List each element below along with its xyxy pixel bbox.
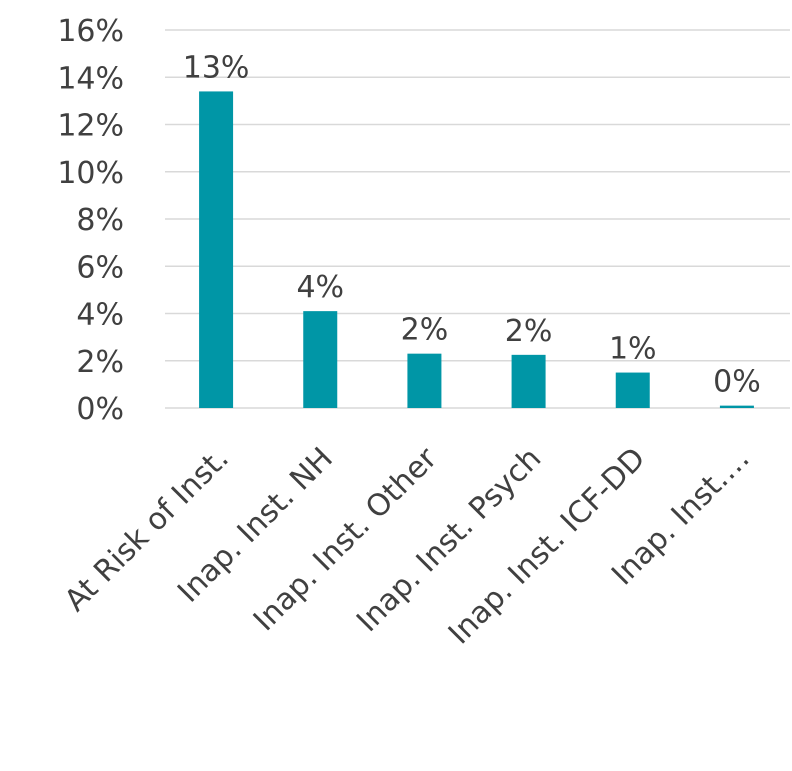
bar	[615, 372, 650, 408]
bar	[303, 311, 338, 408]
y-axis-ticks: 0% 2% 4% 6% 8% 10% 12% 14% 16%	[57, 14, 124, 427]
bar	[199, 91, 234, 409]
bar	[511, 354, 546, 408]
data-label: 4%	[296, 270, 344, 305]
data-label: 2%	[505, 314, 553, 349]
x-category-label: Inap. Inst. Psych	[350, 441, 548, 639]
y-tick-label: 2%	[76, 345, 124, 380]
data-label: 1%	[609, 332, 657, 367]
data-labels: 13% 4% 2% 2% 1% 0%	[183, 50, 761, 399]
y-tick-label: 16%	[57, 14, 124, 49]
data-label: 0%	[713, 365, 761, 400]
y-tick-label: 10%	[57, 156, 124, 191]
x-category-label: Inap. Inst. ICF-DD	[442, 441, 653, 652]
y-tick-label: 14%	[57, 61, 124, 96]
bars	[199, 91, 754, 409]
bar	[719, 405, 754, 408]
x-category-label: Inap. Inst. Other	[247, 440, 445, 638]
y-tick-label: 8%	[76, 203, 124, 238]
y-tick-label: 0%	[76, 392, 124, 427]
data-label: 2%	[401, 313, 449, 348]
y-tick-label: 6%	[76, 250, 124, 285]
data-label: 13%	[183, 50, 250, 85]
bar	[407, 353, 442, 408]
y-tick-label: 12%	[57, 109, 124, 144]
y-tick-label: 4%	[76, 298, 124, 333]
gridlines	[165, 29, 790, 409]
